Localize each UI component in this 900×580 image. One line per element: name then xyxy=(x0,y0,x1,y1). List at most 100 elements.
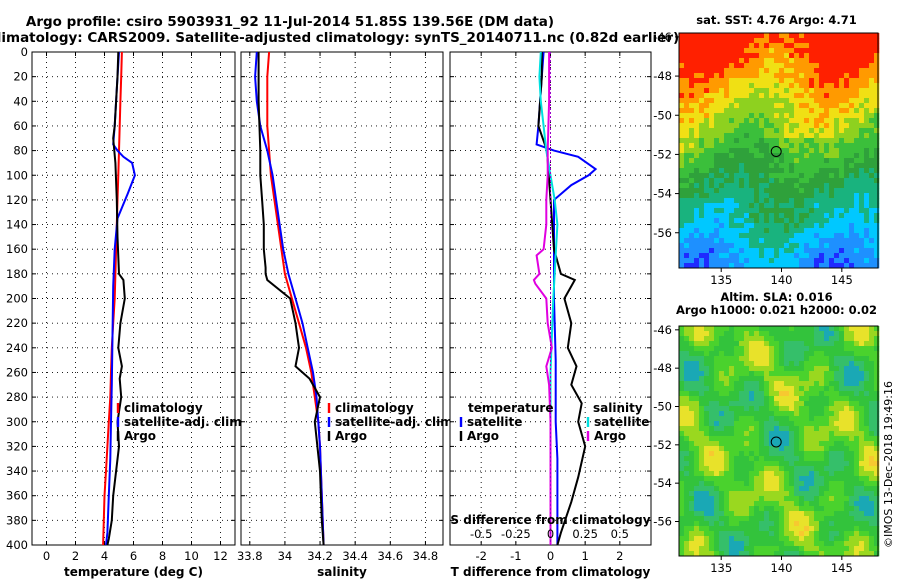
sla_map-cell xyxy=(719,386,725,392)
sst_map-cell xyxy=(819,123,825,129)
sst_map-cell xyxy=(714,73,720,79)
sst_map-cell xyxy=(764,168,770,174)
sst_map-cell xyxy=(694,183,700,189)
sla_map-cell xyxy=(794,351,800,357)
sla_map-cell xyxy=(744,476,750,482)
sst_map-cell xyxy=(869,128,875,134)
sst_map-cell xyxy=(819,193,825,199)
sla_map-cell xyxy=(734,386,740,392)
sla_map-cell xyxy=(814,351,820,357)
sst_map-cell xyxy=(779,263,785,269)
sla_map-cell xyxy=(744,546,750,552)
sst_map-cell xyxy=(779,108,785,114)
sla_map-cell xyxy=(714,356,720,362)
sst_map-cell xyxy=(749,93,755,99)
sla_map-cell xyxy=(864,441,870,447)
sla_map-cell xyxy=(844,516,850,522)
sst_map-cell xyxy=(864,243,870,249)
sst_map-cell xyxy=(789,233,795,239)
sla_map-cell xyxy=(809,456,815,462)
sla_map-cell xyxy=(849,356,855,362)
sla_map-cell xyxy=(834,431,840,437)
sst_map-cell xyxy=(849,228,855,234)
sla_map-cell xyxy=(804,336,810,342)
sst_map-cell xyxy=(769,198,775,204)
sst_map-cell xyxy=(849,58,855,64)
sla_map-cell xyxy=(824,446,830,452)
sst_map-cell xyxy=(779,213,785,219)
sla_map-cell xyxy=(759,446,765,452)
sst_map-cell xyxy=(749,228,755,234)
sst_map-cell xyxy=(829,133,835,139)
sla_map-cell xyxy=(689,541,695,547)
sla_map-cell xyxy=(684,366,690,372)
difference-s-xtick-label: 0.25 xyxy=(572,527,598,541)
sla_map-cell xyxy=(794,506,800,512)
sst_map-cell xyxy=(709,168,715,174)
sst_map-cell xyxy=(764,93,770,99)
sst_map-cell xyxy=(829,103,835,109)
sla_map-cell xyxy=(829,486,835,492)
sst_map-cell xyxy=(789,88,795,94)
sst_map-cell xyxy=(739,148,745,154)
sla_map-cell xyxy=(754,401,760,407)
sla_map-cell xyxy=(854,551,860,557)
sla_map-cell xyxy=(679,406,685,412)
sst_map-cell xyxy=(724,33,730,39)
sst_map-cell xyxy=(689,108,695,114)
sla_map-cell xyxy=(699,341,705,347)
sst_map-cell xyxy=(719,238,725,244)
sla_map-cell xyxy=(824,496,830,502)
sst_map-cell xyxy=(829,178,835,184)
sla_map-cell xyxy=(829,431,835,437)
sst_map-cell xyxy=(764,173,770,179)
sst_map-cell xyxy=(869,188,875,194)
sla_map-cell xyxy=(749,341,755,347)
sla_map-cell xyxy=(874,406,880,412)
sla_map-cell xyxy=(834,346,840,352)
sla_map-cell xyxy=(704,476,710,482)
sla_map-cell xyxy=(824,371,830,377)
sst_map-cell xyxy=(699,133,705,139)
sst_map-cell xyxy=(859,148,865,154)
sla_map-cell xyxy=(869,506,875,512)
sla_map-cell xyxy=(874,516,880,522)
sst_map-cell xyxy=(704,108,710,114)
sla_map-cell xyxy=(859,466,865,472)
sst_map-cell xyxy=(874,218,880,224)
sst_map-cell xyxy=(864,48,870,54)
sla_map-cell xyxy=(874,391,880,397)
sla_map-cell xyxy=(679,546,685,552)
sla_map-cell xyxy=(709,541,715,547)
sla_map-cell xyxy=(844,376,850,382)
sla_map-cell xyxy=(799,511,805,517)
sst_map-cell xyxy=(724,238,730,244)
sst_map-cell xyxy=(779,158,785,164)
sst_map-cell xyxy=(834,133,840,139)
sst_map-cell xyxy=(729,238,735,244)
sst_map-cell xyxy=(809,193,815,199)
sst_map-cell xyxy=(809,123,815,129)
sla_map-cell xyxy=(874,426,880,432)
sst_map-cell xyxy=(694,123,700,129)
sla_map-cell xyxy=(784,436,790,442)
sst_map-cell xyxy=(749,153,755,159)
sla_map-cell xyxy=(814,496,820,502)
sst_map-cell xyxy=(739,228,745,234)
sla_map-cell xyxy=(764,531,770,537)
sla_map-cell xyxy=(774,491,780,497)
sst_map-cell xyxy=(679,103,685,109)
sla_map-cell xyxy=(824,521,830,527)
sst_map-cell xyxy=(764,228,770,234)
sst_map-cell xyxy=(784,98,790,104)
sst_map-cell xyxy=(834,228,840,234)
sst_map-cell xyxy=(824,228,830,234)
sst_map-cell xyxy=(724,108,730,114)
sst_map-cell xyxy=(754,178,760,184)
sst_map-cell xyxy=(704,208,710,214)
sst_map-cell xyxy=(714,48,720,54)
sst_map-cell xyxy=(724,98,730,104)
sla_map-cell xyxy=(839,331,845,337)
sst_map-cell xyxy=(719,58,725,64)
sla_map-cell xyxy=(754,351,760,357)
